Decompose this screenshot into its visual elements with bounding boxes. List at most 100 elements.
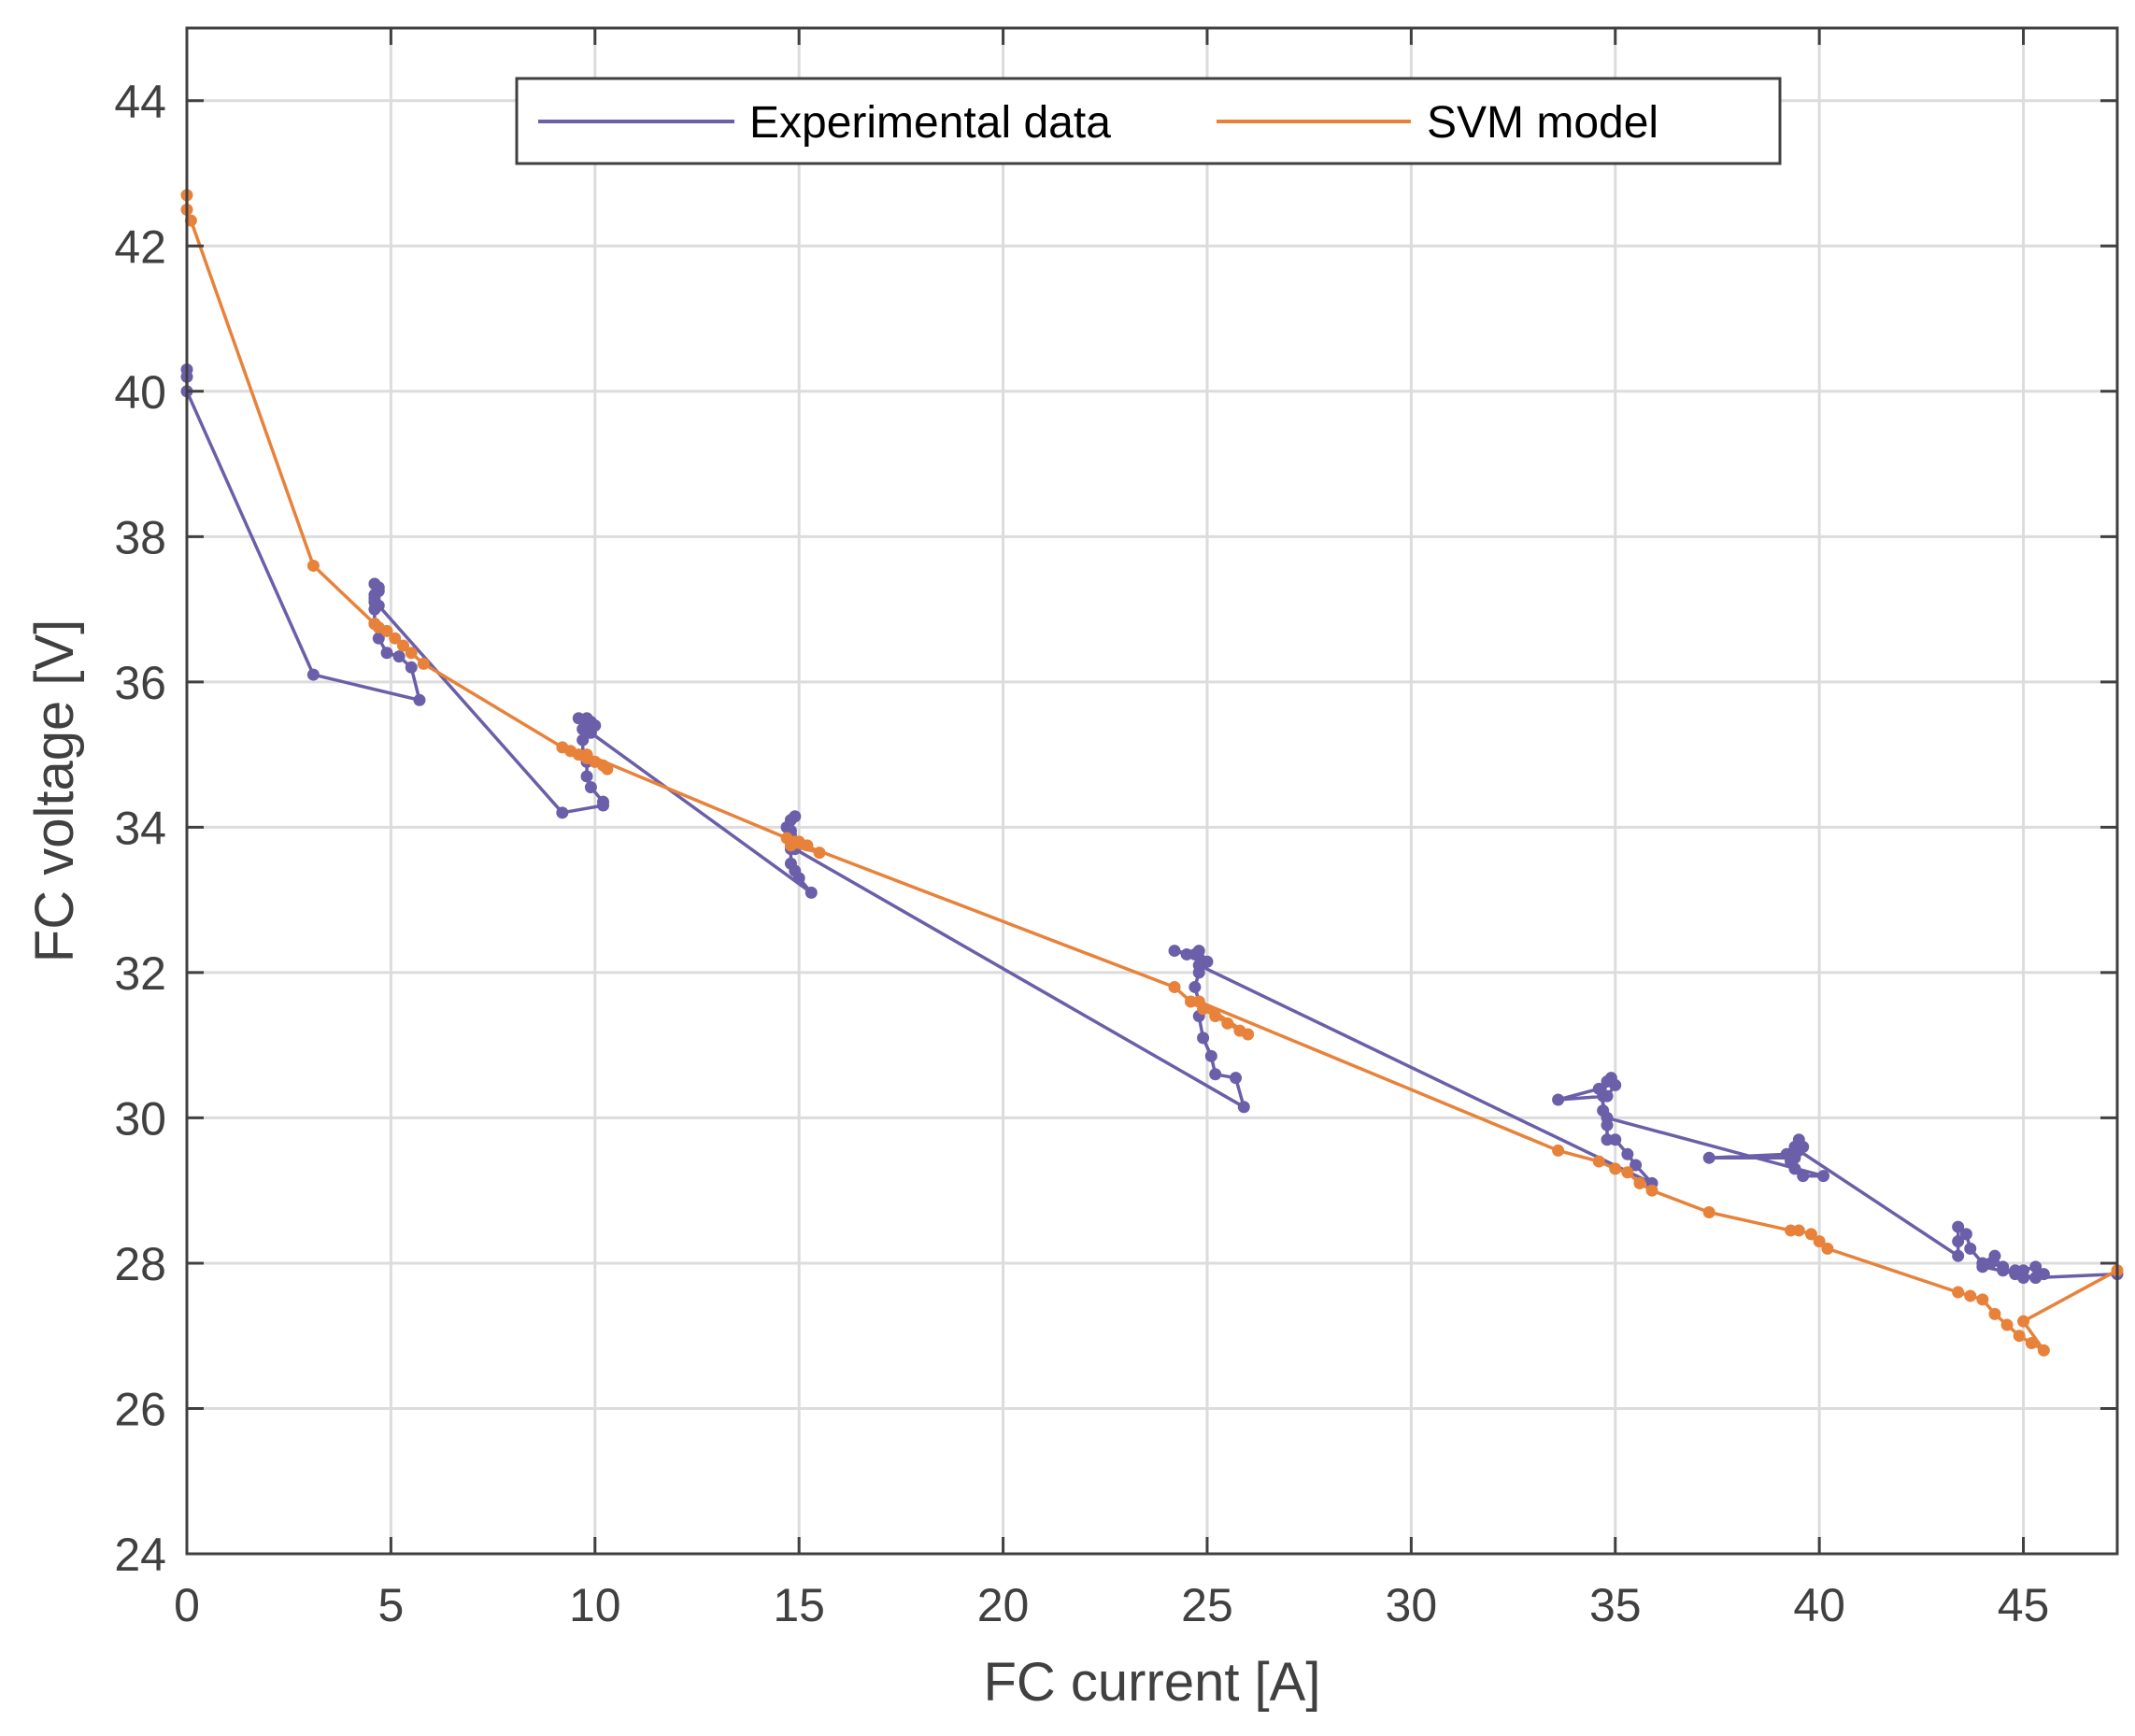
data-point [2009, 1268, 2022, 1281]
y-tick-label: 42 [114, 221, 166, 273]
data-point [1952, 1220, 1965, 1233]
data-point [1221, 1017, 1234, 1030]
y-tick-label: 32 [114, 947, 166, 1000]
data-point [1813, 1235, 1826, 1248]
legend-label-experimental: Experimental data [749, 98, 1111, 148]
data-point [2000, 1318, 2014, 1331]
data-point [1952, 1249, 1965, 1262]
data-point [1601, 1111, 1614, 1124]
data-point [1601, 1089, 1614, 1103]
data-point [389, 632, 402, 645]
data-point [597, 795, 610, 808]
x-tick-label: 30 [1386, 1579, 1438, 1631]
data-point [804, 886, 818, 899]
data-point [1645, 1184, 1658, 1197]
data-point [1209, 1010, 1222, 1023]
data-point [1821, 1242, 1834, 1255]
data-point [2017, 1315, 2030, 1328]
data-point [584, 726, 597, 739]
data-point [1621, 1147, 1634, 1160]
data-point [801, 839, 814, 852]
x-tick-label: 0 [174, 1579, 200, 1631]
series-svm-model [180, 189, 2124, 1357]
data-point [1702, 1206, 1715, 1219]
x-tick-label: 25 [1181, 1579, 1233, 1631]
data-point [2013, 1330, 2026, 1343]
y-tick-label: 34 [114, 802, 166, 854]
data-point [1780, 1147, 1793, 1160]
data-point [584, 781, 597, 794]
data-point [405, 647, 418, 660]
data-point [556, 806, 569, 819]
data-point [1592, 1155, 1605, 1168]
series-experimental-data [180, 363, 2124, 1285]
y-tick-label: 40 [114, 366, 166, 419]
x-axis-title: FC current [A] [984, 1652, 1321, 1713]
x-tick-label: 20 [977, 1579, 1030, 1631]
y-tick-label: 44 [114, 76, 166, 128]
data-point [380, 647, 393, 660]
data-point [1601, 1133, 1614, 1146]
data-point [572, 712, 585, 725]
data-point [2025, 1336, 2038, 1349]
data-point [1192, 945, 1205, 958]
data-point [1188, 980, 1202, 993]
y-tick-label: 38 [114, 511, 166, 563]
data-point [1702, 1151, 1715, 1164]
data-point [1242, 1028, 1255, 1041]
data-point [2029, 1272, 2042, 1285]
legend-label-svm: SVM model [1427, 98, 1658, 148]
data-point [306, 559, 320, 572]
data-point [1552, 1093, 1565, 1106]
data-point [601, 762, 614, 776]
data-point [1230, 1072, 1243, 1085]
x-tick-label: 40 [1793, 1579, 1845, 1631]
grid-lines [185, 28, 2117, 1556]
data-point [1168, 945, 1181, 958]
data-point [580, 770, 593, 783]
data-point [306, 668, 320, 681]
y-tick-label: 28 [114, 1238, 166, 1290]
data-point [1168, 980, 1181, 993]
data-point [1197, 1032, 1210, 1045]
data-point [1552, 1144, 1565, 1157]
data-point [1976, 1293, 1989, 1306]
data-point [1964, 1289, 1977, 1302]
axis-ticks: 0 5 10 15 20 25 30 35 40 45 24 26 28 30 32 34 36 38 40 42 44 [114, 28, 2117, 1631]
x-tick-label: 5 [377, 1579, 404, 1631]
data-point [789, 810, 802, 823]
data-point [1592, 1082, 1605, 1095]
y-tick-label: 24 [114, 1529, 166, 1581]
x-tick-label: 15 [773, 1579, 825, 1631]
data-point [1952, 1235, 1965, 1248]
data-point [789, 835, 802, 848]
data-point [405, 661, 418, 674]
x-tick-label: 35 [1589, 1579, 1642, 1631]
data-point [392, 650, 406, 663]
data-point [1988, 1307, 2001, 1320]
x-tick-label: 10 [569, 1579, 621, 1631]
y-tick-label: 36 [114, 657, 166, 709]
data-point [1630, 1159, 1643, 1172]
data-point [1609, 1162, 1622, 1175]
data-point [1817, 1170, 1830, 1183]
data-point [1209, 1068, 1222, 1081]
data-point [1204, 1049, 1217, 1062]
data-point [1964, 1242, 1977, 1255]
x-tick-label: 45 [1998, 1579, 2050, 1631]
data-point [1192, 995, 1205, 1008]
data-point [580, 748, 593, 761]
data-point [1976, 1260, 1989, 1274]
series-line [185, 369, 2118, 1280]
series-lines [180, 189, 2124, 1357]
data-point [784, 857, 797, 870]
data-point [1792, 1144, 1805, 1157]
data-point [1959, 1228, 1972, 1241]
y-tick-label: 26 [114, 1383, 166, 1435]
data-point [813, 847, 826, 860]
data-point [2029, 1260, 2042, 1274]
data-point [372, 599, 385, 612]
data-point [413, 693, 426, 706]
data-point [1804, 1228, 1817, 1241]
